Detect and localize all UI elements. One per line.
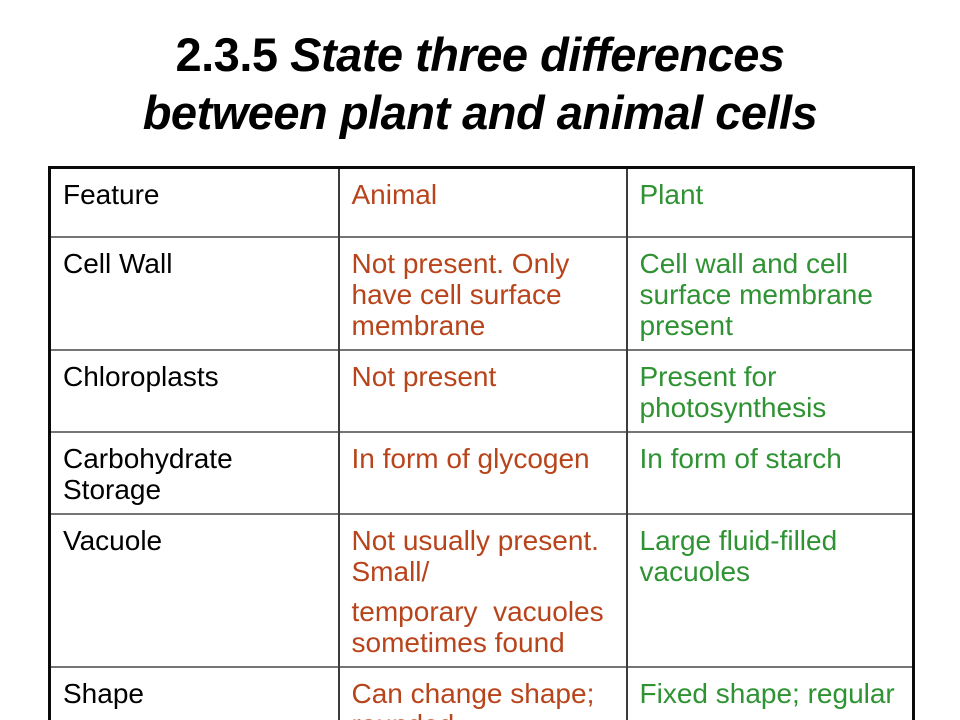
slide-title: 2.3.5 State three differences between pl… xyxy=(0,26,960,142)
animal-cell-text: Can change shape; rounded xyxy=(351,677,595,720)
plant-cell-text: In form of starch xyxy=(639,442,842,474)
feature-cell-text: Vacuole xyxy=(63,524,163,556)
animal-cell: In form of glycogen xyxy=(337,430,627,514)
animal-cell: Not present. Only have cell surface memb… xyxy=(337,235,627,350)
table-row: Shape Can change shape; rounded Fixed shap… xyxy=(48,665,914,720)
feature-cell-text: Shape xyxy=(63,677,144,709)
header-animal: Animal xyxy=(337,166,627,237)
table-row: Cell Wall Not present. Only have cell sur… xyxy=(48,235,914,350)
plant-cell-text: Fixed shape; regular xyxy=(639,677,895,709)
plant-cell: Fixed shape; regular xyxy=(625,665,914,720)
title-number: 2.3.5 xyxy=(175,28,278,81)
animal-cell: Can change shape; rounded xyxy=(337,665,627,720)
title-text-line1: State three differences xyxy=(290,28,785,81)
plant-cell: In form of starch xyxy=(625,430,914,514)
animal-cell-text: Not present xyxy=(351,360,497,392)
plant-cell: Large fluid-filled vacuoles xyxy=(625,512,914,667)
header-plant: Plant xyxy=(625,166,914,237)
feature-cell: Cell Wall xyxy=(48,235,339,350)
table-row: Vacuole Not usually present. Small/tempor… xyxy=(48,512,914,667)
header-feature: Feature xyxy=(48,166,339,237)
feature-cell-text: Cell Wall xyxy=(63,247,173,279)
feature-cell: Chloroplasts xyxy=(48,348,339,432)
plant-cell: Cell wall and cell surface membrane pres… xyxy=(625,235,914,350)
feature-cell: Vacuole xyxy=(48,512,339,667)
plant-cell: Present for photosynthesis xyxy=(625,348,914,432)
table-row: Carbohydrate Storage In form of glycogen I… xyxy=(48,430,914,514)
title-line1: 2.3.5 State three differences xyxy=(175,28,785,81)
animal-cell-text: Not present. Only have cell surface memb… xyxy=(351,247,578,341)
animal-cell-text: In form of glycogen xyxy=(351,442,590,474)
comparison-table: Feature Animal Plant Cell Wall Not presen… xyxy=(48,166,915,720)
animal-cell: Not present xyxy=(337,348,627,432)
table-body: Cell Wall Not present. Only have cell sur… xyxy=(48,235,914,720)
table-header-row: Feature Animal Plant xyxy=(48,166,914,237)
feature-cell: Carbohydrate Storage xyxy=(48,430,339,514)
plant-cell-text: Cell wall and cell surface membrane pres… xyxy=(639,247,881,341)
feature-cell: Shape xyxy=(48,665,339,720)
title-text-line2: between plant and animal cells xyxy=(142,86,818,139)
animal-cell-text: temporary vacuoles sometimes found xyxy=(351,595,612,658)
plant-cell-text: Present for photosynthesis xyxy=(639,360,827,423)
table-row: Chloroplasts Not present Present for photo… xyxy=(48,348,914,432)
plant-cell-text: Large fluid-filled vacuoles xyxy=(639,524,845,587)
feature-cell-text: Carbohydrate Storage xyxy=(63,442,241,505)
animal-cell-text: Not usually present. Small/ xyxy=(351,524,607,587)
feature-cell-text: Chloroplasts xyxy=(63,360,219,392)
animal-cell: Not usually present. Small/temporary vac… xyxy=(337,512,627,667)
